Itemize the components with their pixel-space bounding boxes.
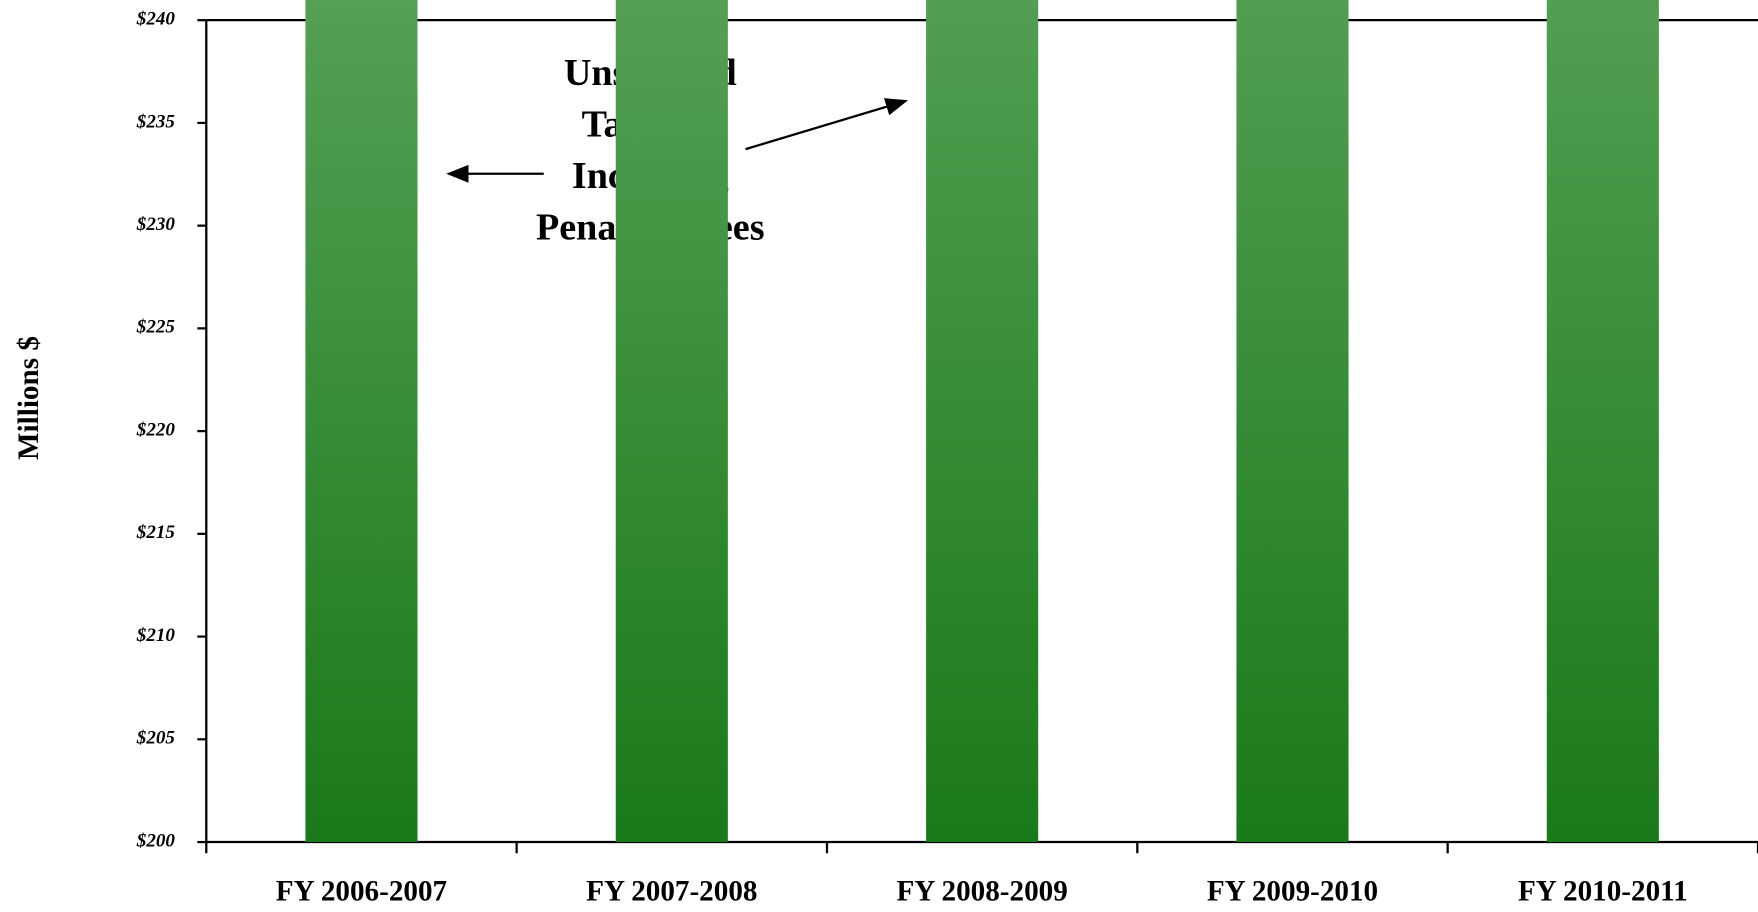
bar-segment — [305, 0, 418, 843]
arrow — [745, 98, 909, 151]
x-tick-label: FY 2010-2011 — [1518, 875, 1688, 907]
x-tick-label: FY 2006-2007 — [276, 875, 447, 907]
bar-segment — [1546, 0, 1659, 843]
y-tick-label: $205 — [136, 728, 176, 749]
y-tick-label: $215 — [136, 522, 176, 543]
y-tick-label: $225 — [136, 317, 176, 338]
bar-segment — [615, 0, 728, 843]
y-tick-label: $235 — [136, 111, 176, 132]
y-tick-label: $210 — [136, 625, 176, 646]
y-axis-label: Millions $ — [13, 336, 45, 460]
bar-segment — [1236, 0, 1349, 843]
bar-segment — [926, 0, 1039, 843]
y-tick-label: $220 — [136, 419, 176, 440]
x-tick-label: FY 2007-2008 — [586, 875, 757, 907]
y-tick-label: $200 — [136, 830, 176, 851]
y-tick-label: $240 — [136, 9, 176, 30]
y-tick-label: $230 — [136, 214, 176, 235]
x-tick-label: FY 2009-2010 — [1207, 875, 1378, 907]
x-tick-label: FY 2008-2009 — [896, 875, 1067, 907]
